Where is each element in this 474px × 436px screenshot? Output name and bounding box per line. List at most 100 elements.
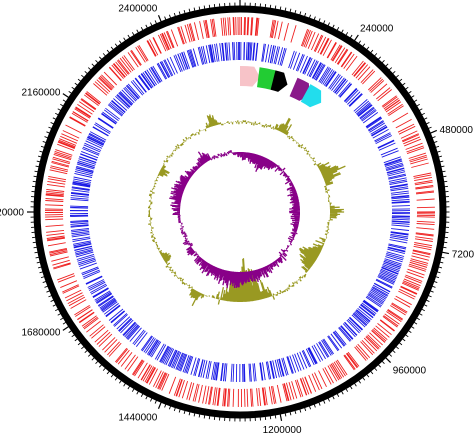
minor-tick — [366, 46, 370, 50]
minor-tick — [289, 8, 292, 13]
minor-tick — [440, 256, 445, 259]
minor-tick — [354, 383, 357, 387]
minor-tick — [413, 99, 418, 103]
minor-tick — [140, 393, 144, 397]
minor-tick — [294, 9, 297, 14]
minor-tick — [313, 404, 316, 408]
minor-tick — [332, 395, 335, 400]
minor-tick — [188, 8, 191, 13]
scale-ticks — [27, 0, 450, 422]
minor-tick — [52, 304, 57, 307]
minor-tick — [131, 388, 135, 392]
minor-tick — [442, 175, 447, 178]
minor-tick — [318, 402, 321, 406]
minor-tick — [50, 122, 54, 125]
minor-tick — [39, 271, 43, 274]
reverse-strand-cds-track — [69, 41, 411, 383]
minor-tick — [84, 350, 88, 354]
minor-tick — [91, 357, 95, 361]
tick-label-2400000: 2400000 — [118, 3, 157, 14]
minor-tick — [294, 410, 297, 415]
minor-tick — [154, 20, 157, 24]
minor-tick — [358, 380, 361, 384]
minor-tick — [370, 49, 374, 54]
gc-skew-plot — [169, 150, 301, 289]
minor-tick — [62, 321, 67, 325]
minor-tick — [426, 122, 430, 125]
minor-tick — [284, 7, 287, 12]
minor-tick — [408, 91, 412, 94]
minor-tick — [405, 86, 409, 90]
minor-tick — [123, 37, 126, 41]
minor-tick — [36, 160, 41, 163]
minor-tick — [36, 261, 41, 264]
major-tick — [157, 402, 162, 410]
minor-tick — [274, 414, 277, 419]
tick-label-1920000: 1920000 — [0, 208, 24, 219]
minor-tick — [304, 12, 307, 17]
minor-tick — [336, 27, 340, 31]
minor-tick — [439, 160, 444, 163]
minor-tick — [34, 251, 39, 254]
minor-tick — [145, 395, 148, 400]
minor-tick — [119, 40, 122, 44]
minor-tick — [193, 7, 196, 12]
minor-tick — [87, 67, 92, 71]
island-pink — [240, 66, 261, 87]
tick-label-1440000: 1440000 — [118, 413, 157, 424]
minor-tick — [408, 330, 412, 333]
minor-tick — [442, 246, 447, 249]
minor-tick — [358, 40, 361, 44]
tick-label-1200000: 1200000 — [263, 425, 302, 436]
minor-tick — [44, 285, 48, 288]
minor-tick — [374, 367, 378, 371]
minor-tick — [208, 415, 211, 420]
minor-tick — [35, 256, 40, 259]
minor-tick — [370, 370, 374, 375]
gc-skew-track — [169, 150, 301, 289]
genome-backbone — [33, 5, 447, 419]
minor-tick — [395, 346, 399, 350]
minor-tick — [426, 299, 430, 302]
major-tick — [279, 413, 283, 422]
minor-tick — [388, 67, 393, 71]
minor-tick — [42, 280, 47, 284]
minor-tick — [145, 24, 148, 29]
minor-tick — [84, 70, 88, 74]
minor-tick — [114, 377, 118, 381]
major-tick — [62, 93, 70, 99]
minor-tick — [173, 12, 176, 17]
minor-tick — [308, 405, 312, 410]
minor-tick — [432, 136, 436, 139]
minor-tick — [183, 9, 186, 14]
minor-tick — [40, 276, 45, 279]
minor-tick — [411, 326, 415, 329]
minor-tick — [423, 304, 428, 307]
minor-tick — [119, 380, 122, 384]
minor-tick — [430, 290, 434, 293]
minor-tick — [34, 170, 39, 173]
minor-tick — [110, 374, 114, 378]
minor-tick — [164, 404, 167, 408]
minor-tick — [183, 410, 186, 415]
minor-tick — [68, 330, 72, 333]
minor-tick — [71, 86, 75, 90]
minor-tick — [168, 405, 172, 410]
minor-tick — [123, 383, 126, 387]
minor-tick — [349, 385, 353, 390]
minor-tick — [48, 295, 52, 298]
tick-label-240000: 240000 — [360, 23, 394, 34]
minor-tick — [77, 78, 82, 82]
minor-tick — [435, 145, 440, 148]
minor-tick — [106, 370, 110, 375]
tick-label-720000: 720000 — [452, 250, 474, 261]
tick-label-960000: 960000 — [393, 366, 427, 377]
minor-tick — [374, 53, 378, 57]
minor-tick — [362, 377, 366, 381]
minor-tick — [435, 276, 440, 279]
minor-tick — [323, 400, 326, 404]
minor-tick — [341, 29, 344, 33]
minor-tick — [289, 411, 292, 416]
